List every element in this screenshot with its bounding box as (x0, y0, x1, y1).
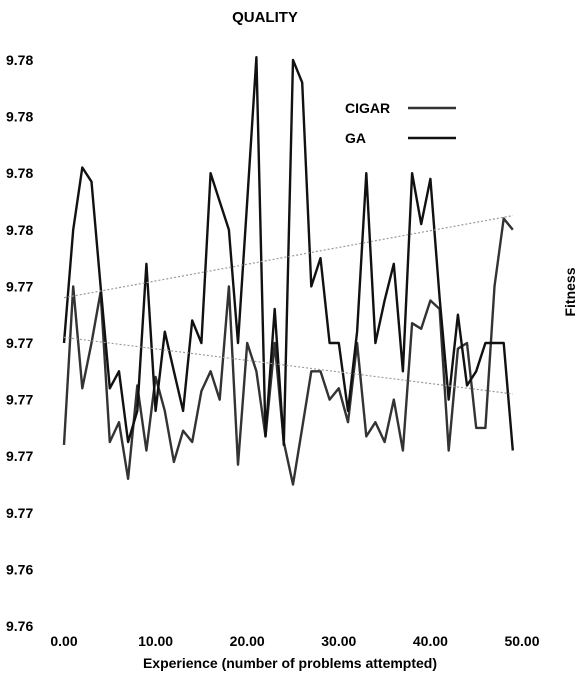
y-tick-label: 9.78 (6, 165, 33, 181)
y-tick-label: 9.78 (6, 52, 33, 68)
series-line-ga (62, 56, 514, 451)
y-axis-label: Fitness (562, 267, 578, 316)
y-tick-label: 9.78 (6, 109, 33, 125)
series-layer (62, 56, 514, 486)
y-tick-label: 9.77 (6, 448, 33, 464)
x-tick-label: 10.00 (138, 633, 173, 649)
x-tick-label: 50.00 (504, 633, 539, 649)
x-tick-label: 40.00 (413, 633, 448, 649)
x-tick-label: 0.00 (50, 633, 77, 649)
chart-title: QUALITY (232, 9, 298, 26)
legend-label: CIGAR (345, 100, 390, 116)
legend-label: GA (345, 130, 366, 146)
y-tick-label: 9.78 (6, 222, 33, 238)
x-tick-label: 30.00 (321, 633, 356, 649)
y-tick-label: 9.76 (6, 618, 33, 634)
y-tick-label: 9.77 (6, 392, 33, 408)
y-tick-label: 9.77 (6, 278, 33, 294)
y-tick-label: 9.77 (6, 505, 33, 521)
legend: CIGAR GA (345, 100, 456, 146)
y-tick-label: 9.76 (6, 561, 33, 577)
trend-line (63, 336, 513, 395)
y-tick-label: 9.77 (6, 335, 33, 351)
x-tick-label: 20.00 (230, 633, 265, 649)
x-axis-label: Experience (number of problems attempted… (143, 655, 437, 671)
ticks-layer: 9.76 9.76 9.77 9.77 9.77 9.77 9.77 9.78 9.78 9.78… (6, 52, 540, 649)
trend-line (63, 215, 513, 299)
